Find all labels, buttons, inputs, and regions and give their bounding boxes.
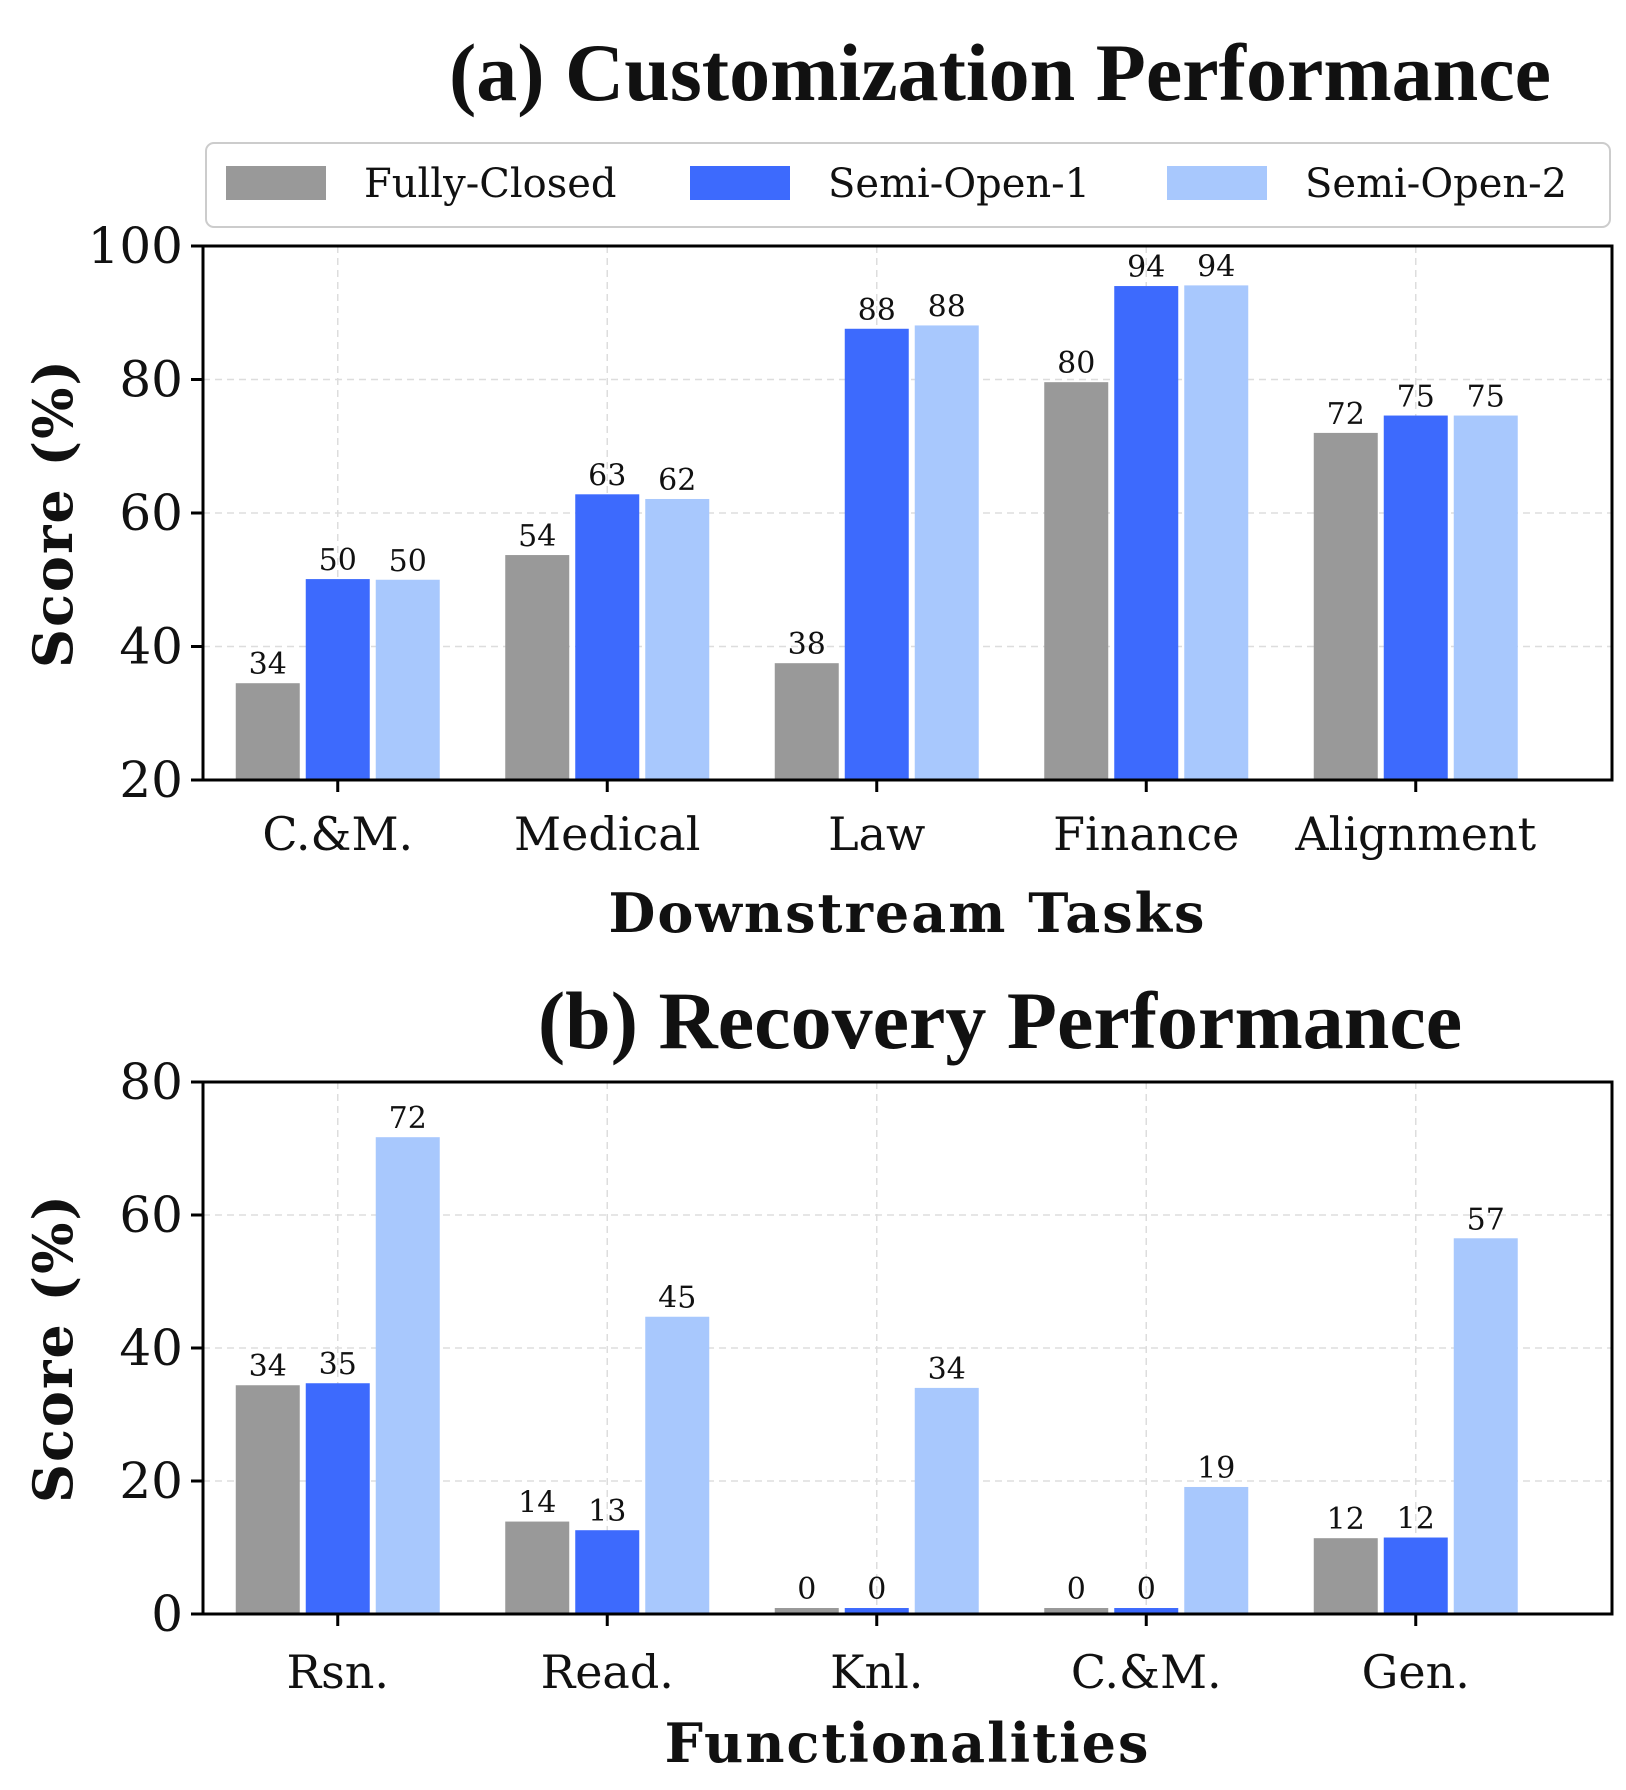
- value-label: 94: [1197, 249, 1235, 284]
- bar-fully-closed-4: [1313, 432, 1378, 780]
- legend-box: [205, 142, 1611, 228]
- value-label: 80: [1057, 346, 1095, 381]
- bar-semi-open-1-2: [844, 1608, 909, 1614]
- x-tick-label: Knl.: [830, 1645, 923, 1699]
- y-axis-label: Score (%): [21, 1193, 85, 1503]
- x-tick-label: Read.: [541, 1645, 674, 1699]
- bar-fully-closed-2: [774, 663, 839, 780]
- value-label: 75: [1467, 380, 1505, 415]
- bar-semi-open-2-1: [645, 1316, 710, 1614]
- value-label: 88: [928, 289, 966, 324]
- x-tick-label: Law: [828, 807, 925, 861]
- bar-semi-open-2-4: [1453, 1238, 1518, 1614]
- value-label: 12: [1397, 1502, 1435, 1537]
- bar-fully-closed-3: [1044, 382, 1109, 780]
- x-axis-label: Functionalities: [665, 1711, 1151, 1775]
- bar-semi-open-2-4: [1453, 415, 1518, 780]
- bar-semi-open-2-2: [914, 1387, 979, 1614]
- bar-semi-open-2-3: [1184, 285, 1249, 780]
- value-label: 54: [518, 519, 556, 554]
- x-tick-label: C.&M.: [262, 807, 413, 861]
- value-label: 38: [788, 627, 826, 662]
- value-label: 0: [1137, 1572, 1156, 1607]
- bar-semi-open-2-1: [645, 498, 710, 780]
- chart-title: (a) Customization Performance: [449, 27, 1551, 118]
- y-tick-label: 60: [119, 1186, 183, 1244]
- bar-fully-closed-2: [774, 1608, 839, 1614]
- legend-label: Semi-Open-1: [828, 161, 1090, 207]
- value-label: 63: [588, 458, 626, 493]
- x-tick-label: Alignment: [1294, 807, 1536, 861]
- bar-fully-closed-1: [505, 1521, 570, 1614]
- legend-swatch-1: [690, 166, 790, 200]
- bar-semi-open-1-4: [1383, 415, 1448, 780]
- x-tick-label: Finance: [1053, 807, 1239, 861]
- value-label: 62: [658, 463, 696, 498]
- value-label: 13: [588, 1494, 626, 1529]
- value-label: 12: [1327, 1502, 1365, 1537]
- value-label: 45: [658, 1281, 696, 1316]
- y-tick-label: 40: [119, 1319, 183, 1377]
- x-tick-label: Rsn.: [287, 1645, 390, 1699]
- legend-label: Fully-Closed: [364, 161, 617, 207]
- value-label: 57: [1467, 1202, 1505, 1237]
- bar-semi-open-1-1: [575, 494, 640, 780]
- bar-semi-open-2-3: [1184, 1486, 1249, 1614]
- value-label: 72: [1327, 397, 1365, 432]
- bar-fully-closed-3: [1044, 1608, 1109, 1614]
- value-label: 34: [249, 1349, 287, 1384]
- bar-semi-open-1-3: [1114, 286, 1179, 780]
- value-label: 94: [1127, 250, 1165, 285]
- bar-semi-open-1-3: [1114, 1608, 1179, 1614]
- bar-semi-open-1-0: [305, 1383, 370, 1614]
- value-label: 0: [867, 1572, 886, 1607]
- y-tick-label: 20: [119, 751, 183, 809]
- x-tick-label: Medical: [514, 807, 700, 861]
- bar-semi-open-1-4: [1383, 1537, 1448, 1614]
- chart-panel-recovery: (b) Recovery Performance 34 14 0 0 12 35 13 0 0 12…: [21, 975, 1614, 1775]
- value-label: 34: [928, 1352, 966, 1387]
- x-tick-label: Gen.: [1362, 1645, 1470, 1699]
- value-label: 75: [1397, 380, 1435, 415]
- value-label: 34: [249, 647, 287, 682]
- y-tick-label: 80: [119, 351, 183, 409]
- bar-fully-closed-0: [235, 1385, 300, 1614]
- value-label: 50: [319, 543, 357, 578]
- bar-semi-open-1-2: [844, 328, 909, 780]
- x-tick-label: C.&M.: [1071, 1645, 1222, 1699]
- bar-fully-closed-0: [235, 683, 300, 780]
- bar-semi-open-2-2: [914, 325, 979, 780]
- bar-semi-open-2-0: [375, 1137, 440, 1614]
- chart-panel-customization: (a) Customization Performance 34 54 38 80 72 5…: [21, 27, 1614, 945]
- y-tick-label: 100: [88, 217, 183, 275]
- legend-label: Semi-Open-2: [1305, 161, 1567, 207]
- value-label: 14: [518, 1486, 556, 1521]
- bar-fully-closed-1: [505, 555, 570, 780]
- y-tick-label: 20: [119, 1452, 183, 1510]
- bar-semi-open-2-0: [375, 579, 440, 780]
- y-axis-label: Score (%): [21, 358, 85, 668]
- value-label: 0: [797, 1572, 816, 1607]
- chart-title: (b) Recovery Performance: [538, 975, 1462, 1066]
- value-label: 72: [389, 1101, 427, 1136]
- y-tick-label: 60: [119, 484, 183, 542]
- value-label: 19: [1197, 1451, 1235, 1486]
- bar-fully-closed-4: [1313, 1538, 1378, 1614]
- legend: Fully-Closed Semi-Open-1 Semi-Open-2: [205, 142, 1611, 228]
- y-tick-label: 0: [151, 1585, 183, 1643]
- legend-swatch-2: [1167, 166, 1267, 200]
- value-label: 50: [389, 544, 427, 579]
- value-label: 0: [1067, 1572, 1086, 1607]
- x-axis-label: Downstream Tasks: [609, 881, 1207, 945]
- bar-semi-open-1-0: [305, 579, 370, 780]
- y-tick-label: 80: [119, 1053, 183, 1111]
- value-label: 35: [319, 1347, 357, 1382]
- legend-swatch-0: [226, 166, 326, 200]
- y-tick-label: 40: [119, 618, 183, 676]
- bar-semi-open-1-1: [575, 1530, 640, 1614]
- value-label: 88: [858, 293, 896, 328]
